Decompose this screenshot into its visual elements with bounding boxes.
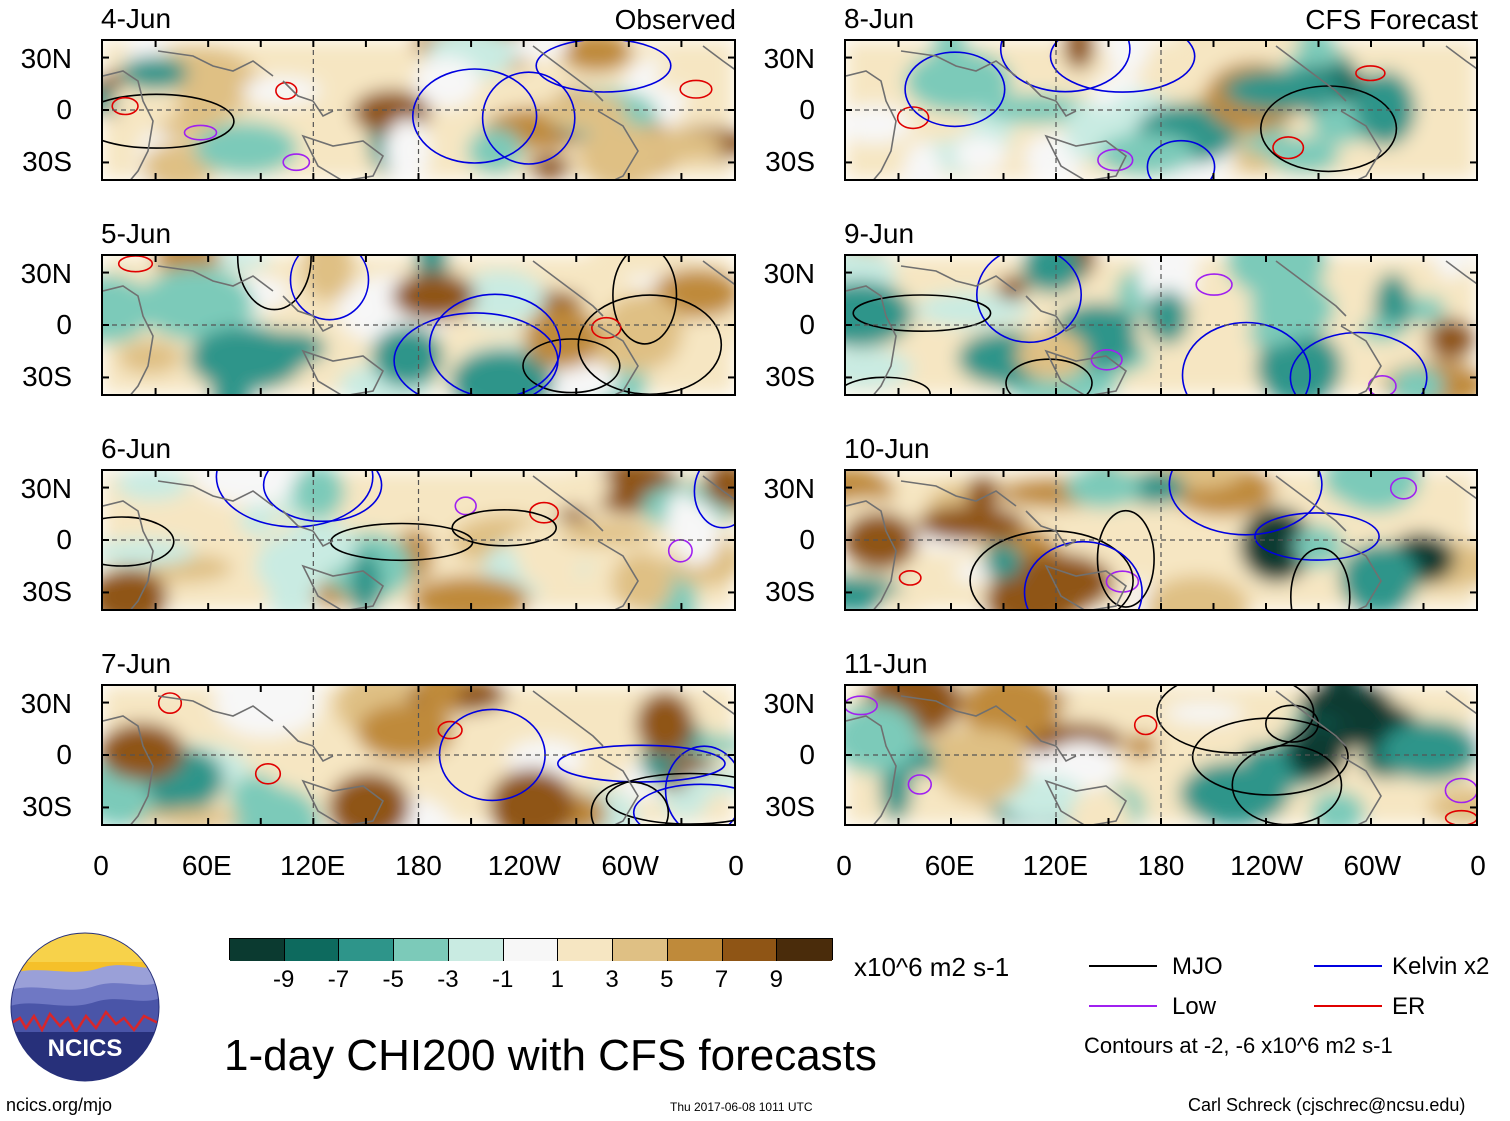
lat-label: 30S [765,576,815,607]
panel-date-forecast-0: 8-Jun [844,3,915,34]
lat-label: 30N [20,473,72,504]
legend-mjo-line [1089,965,1157,967]
map-panel-forecast-0 [844,39,1478,181]
colorbar-swatch [667,939,723,961]
lon-label: 60W [601,850,659,881]
map-panel-observed-0 [101,39,736,181]
legend-low-label: Low [1172,993,1217,1020]
lat-label: 0 [56,739,72,770]
lat-label: 30N [763,258,815,289]
panel-date-observed-2: 6-Jun [101,433,172,464]
lat-label: 30S [765,146,815,177]
lat-label: 0 [56,309,72,340]
lat-label: 30N [763,43,815,74]
legend-kelvin-label: Kelvin x2 [1392,953,1490,980]
footer-timestamp: Thu 2017-06-08 1011 UTC [670,1100,813,1114]
map-panel-forecast-3 [844,684,1478,826]
lat-label: 30S [22,576,72,607]
lat-label: 0 [799,94,815,125]
lat-label: 0 [799,309,815,340]
colorbar [229,938,833,961]
map-panel-observed-1 [101,254,736,396]
panel-date-forecast-2: 10-Jun [844,433,930,464]
legend-low-line [1089,1005,1157,1007]
lon-label: 120E [1022,850,1089,881]
lat-label: 30S [22,361,72,392]
lon-label: 120W [487,850,561,881]
colorbar-units: x10^6 m2 s-1 [854,952,1010,982]
colorbar-swatch [613,939,668,961]
lat-label: 30N [763,688,815,719]
lon-label: 60W [1343,850,1402,881]
colorbar-tick-label: -7 [327,966,350,993]
colorbar-tick-label: 7 [714,966,729,993]
lon-label: 180 [1137,850,1185,881]
lon-label: 0 [836,850,852,881]
legend-mjo-label: MJO [1172,953,1223,980]
legend-contour-note: Contours at -2, -6 x10^6 m2 s-1 [1084,1033,1393,1058]
colorbar-swatch [394,939,449,961]
lat-label: 0 [56,94,72,125]
colorbar-swatch [558,939,614,961]
legend-kelvin-line [1314,965,1382,967]
lat-label: 30N [20,258,72,289]
colorbar-tick-label: 1 [550,966,565,993]
lat-label: 30N [20,43,72,74]
colorbar-tick-label: -5 [382,966,404,993]
lon-label: 120W [1230,850,1304,881]
colorbar-swatch [230,939,285,961]
legend-er-label: ER [1392,993,1426,1020]
panel-date-forecast-3: 11-Jun [844,648,928,679]
observed-header: Observed [614,4,736,35]
footer-credit: Carl Schreck (cjschrec@ncsu.edu) [1188,1095,1466,1115]
colorbar-tick-label: -1 [491,966,514,993]
map-panel-forecast-2 [844,469,1478,611]
panel-date-observed-0: 4-Jun [101,3,172,34]
lat-label: 30S [22,146,72,177]
colorbar-swatch [722,939,778,961]
colorbar-tick-label: -9 [273,966,295,993]
colorbar-swatch [339,939,395,961]
colorbar-tick-label: 9 [769,966,783,993]
footer-url[interactable]: ncics.org/mjo [6,1095,113,1115]
colorbar-swatch [777,939,832,961]
legend-er-line [1314,1005,1382,1007]
lat-label: 30N [20,688,72,719]
lat-label: 30S [765,791,815,822]
map-panel-observed-3 [101,684,736,826]
lat-label: 30S [765,361,815,392]
lon-label: 0 [1470,850,1486,881]
lon-label: 0 [728,850,744,881]
lon-label: 60E [924,850,975,881]
figure-title: 1-day CHI200 with CFS forecasts [224,1031,877,1080]
lon-label: 0 [93,850,109,881]
colorbar-swatch [448,939,504,961]
logo-text: NCICS [48,1035,123,1062]
lon-label: 60E [181,850,232,881]
ncics-logo: NCICS [10,932,160,1082]
colorbar-tick-label: -3 [437,966,459,993]
cfs-forecast-header: CFS Forecast [1305,4,1478,35]
lat-label: 0 [56,524,72,555]
lat-label: 0 [799,524,815,555]
panel-date-observed-3: 7-Jun [101,648,172,679]
lat-label: 30N [763,473,815,504]
lat-label: 0 [799,739,815,770]
panel-date-forecast-1: 9-Jun [844,218,915,249]
colorbar-swatch [284,939,340,961]
colorbar-tick-label: 5 [660,966,674,993]
lon-label: 180 [395,850,442,881]
colorbar-tick-label: 3 [605,966,619,993]
colorbar-swatch [503,939,559,961]
panel-date-observed-1: 5-Jun [101,218,172,249]
lat-label: 30S [22,791,72,822]
lon-label: 120E [279,850,346,881]
map-panel-forecast-1 [844,254,1478,396]
map-panel-observed-2 [101,469,736,611]
